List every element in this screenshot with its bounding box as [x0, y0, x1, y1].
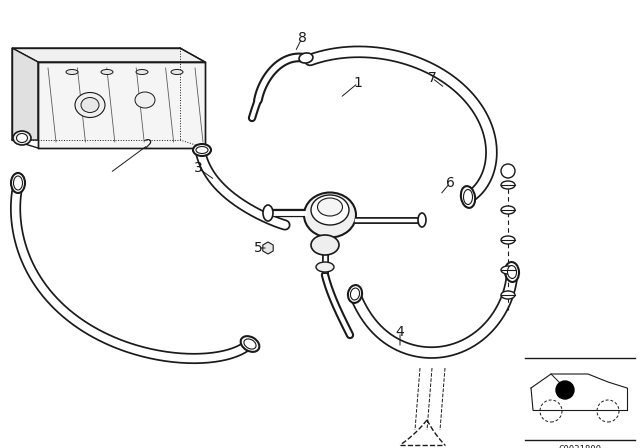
Ellipse shape	[351, 288, 360, 300]
Ellipse shape	[171, 69, 183, 74]
Ellipse shape	[348, 285, 362, 303]
Text: 8: 8	[298, 31, 307, 45]
Ellipse shape	[501, 206, 515, 214]
Ellipse shape	[66, 69, 78, 74]
Ellipse shape	[193, 144, 211, 156]
Ellipse shape	[136, 69, 148, 74]
Text: 2: 2	[143, 138, 152, 152]
Ellipse shape	[304, 193, 356, 237]
Ellipse shape	[501, 291, 515, 299]
Ellipse shape	[463, 190, 472, 204]
Text: 6: 6	[445, 176, 454, 190]
Ellipse shape	[461, 186, 475, 208]
Ellipse shape	[505, 262, 519, 282]
Ellipse shape	[13, 176, 22, 190]
Text: 4: 4	[396, 325, 404, 339]
Circle shape	[556, 381, 574, 399]
Text: 5: 5	[253, 241, 262, 255]
Text: C0031800: C0031800	[559, 445, 602, 448]
Ellipse shape	[299, 53, 313, 63]
Text: 7: 7	[428, 71, 436, 85]
Ellipse shape	[316, 262, 334, 272]
Polygon shape	[12, 48, 205, 62]
Ellipse shape	[508, 266, 516, 279]
Ellipse shape	[501, 266, 515, 274]
Ellipse shape	[17, 134, 28, 142]
Ellipse shape	[241, 336, 259, 352]
Ellipse shape	[501, 181, 515, 189]
Ellipse shape	[135, 92, 155, 108]
Ellipse shape	[81, 98, 99, 112]
Circle shape	[501, 164, 515, 178]
Polygon shape	[38, 62, 205, 148]
Ellipse shape	[263, 205, 273, 221]
Ellipse shape	[317, 198, 342, 216]
Ellipse shape	[311, 235, 339, 255]
Ellipse shape	[101, 69, 113, 74]
Ellipse shape	[11, 173, 25, 193]
Ellipse shape	[501, 236, 515, 244]
Ellipse shape	[196, 146, 208, 154]
Ellipse shape	[311, 195, 349, 225]
Ellipse shape	[244, 339, 256, 349]
Text: 3: 3	[194, 161, 202, 175]
Polygon shape	[12, 48, 38, 140]
Text: 1: 1	[353, 76, 362, 90]
Ellipse shape	[418, 213, 426, 227]
Ellipse shape	[13, 131, 31, 145]
Ellipse shape	[75, 92, 105, 117]
